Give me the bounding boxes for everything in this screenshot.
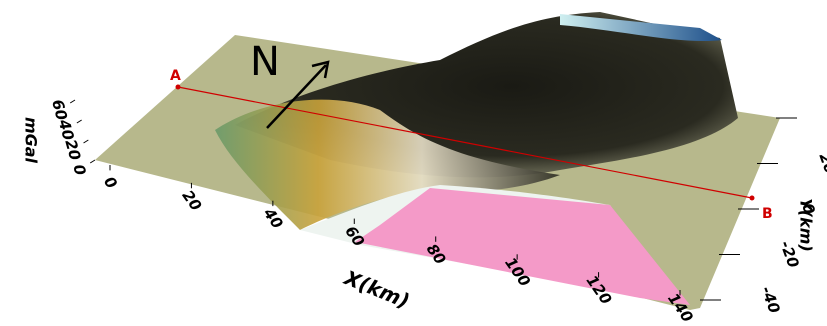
x-tick-label: 20 [178,187,205,214]
z-tick-label: 20 [61,137,84,162]
profile-start [176,85,181,90]
profile-start-label: A [170,68,181,84]
x-tick-label: 0 [100,173,121,192]
y-tick-label: 20 [815,150,827,176]
north-label: N [250,39,280,85]
z-tick [84,140,89,143]
z-tick-label: 0 [69,163,89,178]
z-axis-label: mGal [22,117,41,164]
profile-end-label: B [762,206,773,222]
z-tick [70,100,75,103]
x-axis-label: X(km) [339,265,413,313]
y-tick-label: -40 [757,284,783,316]
chart: A B N X(km) Y(km) mGal 02040608010012014… [0,0,827,326]
z-tick [90,160,95,163]
z-tick [77,120,82,123]
profile-end [750,196,755,201]
